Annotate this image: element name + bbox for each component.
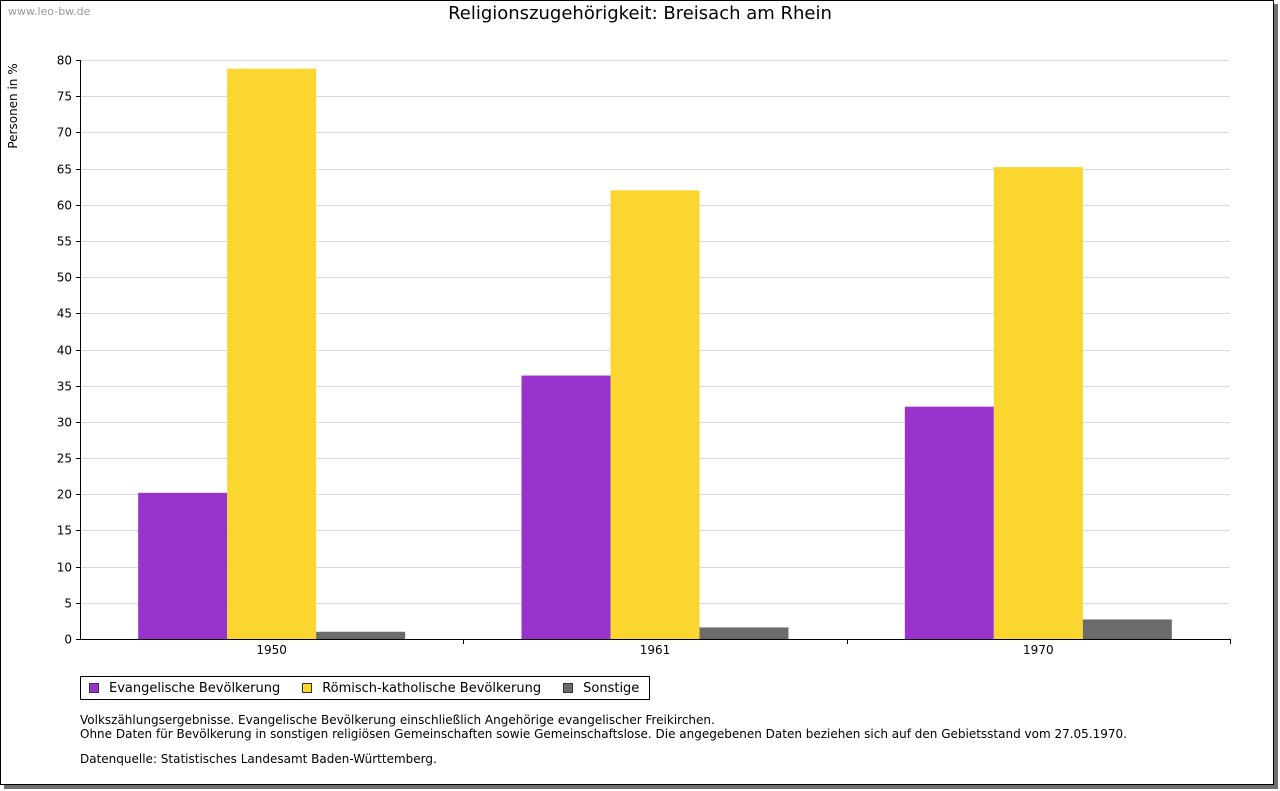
y-tick-label: 0	[64, 633, 72, 647]
bar	[138, 492, 228, 639]
bar	[1082, 619, 1172, 639]
y-tick-label: 45	[57, 307, 72, 321]
bar	[610, 190, 700, 639]
bars	[138, 68, 1172, 640]
y-tick-label: 25	[57, 452, 72, 466]
legend-label: Sonstige	[583, 680, 640, 696]
bar	[904, 406, 994, 639]
y-tick-label: 35	[57, 380, 72, 394]
y-tick-label: 20	[57, 488, 72, 502]
y-tick-label: 55	[57, 235, 72, 249]
notes: Volkszählungsergebnisse. Evangelische Be…	[80, 713, 1127, 741]
x-tick-label: 1961	[640, 643, 671, 657]
bar	[993, 167, 1083, 640]
y-tick-label: 60	[57, 199, 72, 213]
y-tick-label: 5	[64, 597, 72, 611]
bar	[227, 68, 317, 639]
y-tick-label: 10	[57, 561, 72, 575]
y-tick-label: 50	[57, 271, 72, 285]
legend-label: Römisch-katholische Bevölkerung	[322, 680, 542, 696]
axes	[80, 60, 1230, 640]
watermark: www.leo-bw.de	[8, 5, 91, 18]
bar	[316, 631, 406, 639]
y-tick-label: 65	[57, 163, 72, 177]
note-line: Volkszählungsergebnisse. Evangelische Be…	[80, 713, 715, 727]
y-tick-label: 75	[57, 90, 72, 104]
y-tick-label: 30	[57, 416, 72, 430]
y-ticks: 0 5 10 15 20 25 30 35 40 45 50 55 60 65 70 75 80	[57, 54, 80, 647]
note-line: Ohne Daten für Bevölkerung in sonstigen …	[80, 727, 1127, 741]
x-tick-label: 1970	[1023, 643, 1054, 657]
y-tick-label: 70	[57, 126, 72, 140]
legend-label: Evangelische Bevölkerung	[109, 680, 281, 696]
x-ticks: 1950 1961 1970	[256, 639, 1231, 657]
y-tick-label: 15	[57, 524, 72, 538]
bar	[521, 375, 611, 639]
chart-title: Religionszugehörigkeit: Breisach am Rhei…	[448, 3, 832, 24]
legend-item: Sonstige	[563, 681, 639, 696]
legend: Evangelische Bevölkerung Römisch-katholis…	[80, 676, 651, 700]
data-source: Datenquelle: Statistisches Landesamt Bad…	[80, 752, 437, 766]
y-tick-label: 40	[57, 344, 72, 358]
bar-chart: 0 5 10 15 20 25 30 35 40 45 50 55 60 65 70 75 80 1950 196…	[57, 54, 1231, 657]
legend-item: Römisch-katholische Bevölkerung	[302, 681, 541, 696]
legend-item: Evangelische Bevölkerung	[89, 681, 280, 696]
y-tick-label: 80	[57, 54, 72, 68]
legend-swatch	[89, 683, 99, 693]
legend-swatch	[563, 683, 574, 693]
bar	[699, 627, 789, 639]
x-tick-label: 1950	[256, 643, 287, 657]
legend-swatch	[302, 683, 313, 693]
